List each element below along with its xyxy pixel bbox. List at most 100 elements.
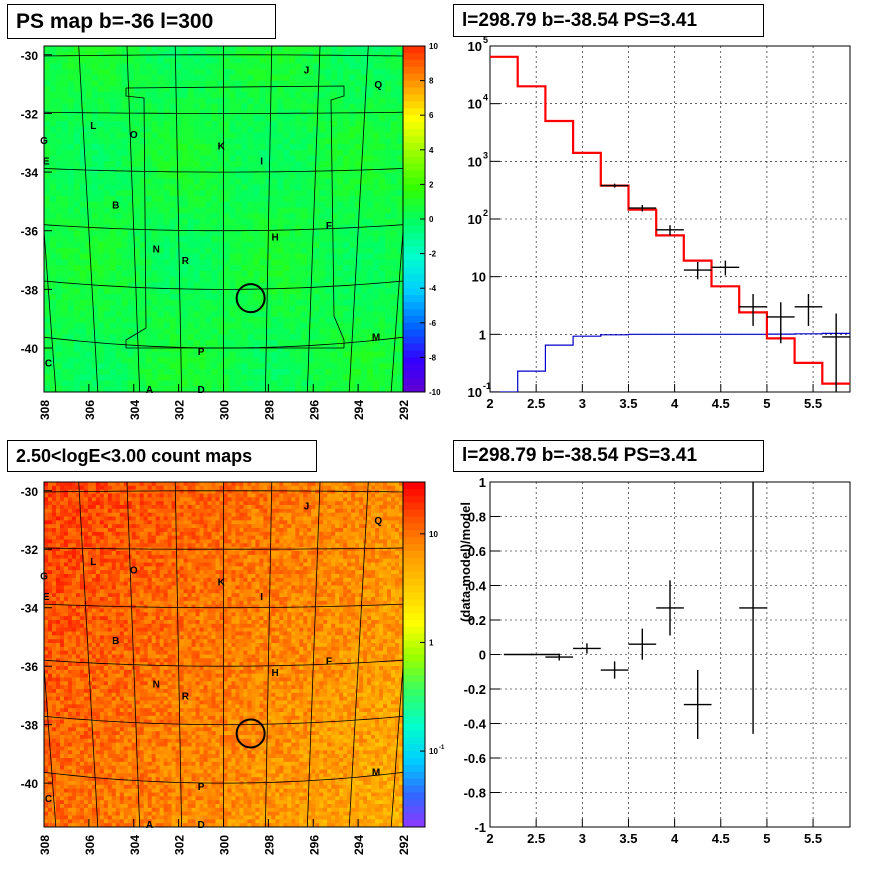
x-tick-label: 306 [83, 835, 97, 855]
x-tick-label: 308 [38, 400, 52, 420]
x-tick-label: 3.5 [619, 831, 637, 846]
x-tick-label: 306 [83, 400, 97, 420]
ps-map-pixels [44, 46, 403, 392]
count-map-title: 2.50<logE<3.00 count maps [7, 440, 317, 472]
colorbar-tick-label: 8 [429, 77, 434, 86]
x-tick-label: 5 [763, 831, 770, 846]
source-label-G: G [40, 136, 48, 147]
longitude-line [0, 482, 14, 827]
x-tick-label: 4.5 [712, 396, 730, 411]
y-tick-label: -32 [21, 543, 39, 557]
y-tick-label: 1 [479, 475, 486, 490]
y-axis-label: (data-model)/model [458, 502, 473, 622]
y-tick-label: -30 [21, 49, 39, 63]
x-tick-label: 2 [486, 396, 493, 411]
x-tick-label: 298 [262, 400, 276, 420]
source-label-G: G [40, 572, 48, 583]
source-label-F: F [326, 656, 332, 667]
x-tick-label: 296 [307, 400, 321, 420]
x-tick-label: 292 [397, 835, 411, 855]
colorbar-tick-label: 6 [429, 111, 434, 120]
y-tick-label: 10 [468, 385, 482, 400]
x-tick-label: 2.5 [527, 831, 545, 846]
colorbar-tick-label: 10 [429, 747, 438, 756]
longitude-line [78, 482, 99, 827]
source-label-E: E [43, 592, 50, 603]
y-tick-label: -0.8 [464, 786, 486, 801]
x-tick-label: 5 [763, 396, 770, 411]
x-tick-label: 308 [38, 835, 52, 855]
colorbar-tick-exponent: -1 [439, 745, 445, 751]
y-tick-label: 0.6 [468, 544, 486, 559]
source-label-Q: Q [374, 516, 382, 527]
source-label-O: O [130, 130, 138, 141]
y-tick-label: -0.2 [464, 682, 486, 697]
colorbar-tick-label: 4 [429, 146, 434, 155]
x-tick-label: 4 [671, 831, 679, 846]
source-label-A: A [146, 385, 153, 396]
y-tick-label: 10 [472, 270, 486, 285]
y-tick-label: -1 [474, 820, 486, 835]
longitude-line [390, 660, 403, 827]
y-tick-label: 1 [479, 327, 486, 342]
colorbar-frame [402, 481, 426, 828]
colorbar-tick-label: -8 [429, 353, 437, 362]
y-tick-label: -0.4 [464, 717, 487, 732]
y-tick-exponent: 2 [483, 208, 488, 218]
y-tick-label: -38 [21, 719, 39, 733]
longitude-line [348, 46, 369, 392]
colorbar-tick-label: -2 [429, 250, 437, 259]
longitude-line [174, 46, 182, 392]
longitude-line [348, 482, 369, 827]
x-tick-label: 302 [173, 835, 187, 855]
longitude-line [265, 482, 273, 827]
y-tick-exponent: -1 [483, 381, 491, 391]
longitude-line [174, 482, 182, 827]
source-label-B: B [112, 200, 119, 211]
source-label-L: L [90, 121, 96, 132]
y-tick-label: -36 [21, 225, 39, 239]
source-label-C: C [45, 794, 52, 805]
x-tick-label: 296 [307, 835, 321, 855]
source-label-A: A [146, 820, 153, 831]
x-tick-label: 302 [173, 400, 187, 420]
source-label-C: C [45, 359, 52, 370]
source-label-J: J [304, 501, 310, 512]
map-top-title: PS map b=-36 l=300 [7, 4, 276, 39]
source-label-F: F [326, 221, 332, 232]
longitude-line [265, 46, 273, 392]
x-tick-label: 3 [579, 396, 586, 411]
y-tick-label: -40 [21, 777, 39, 791]
y-tick-label: -40 [21, 342, 39, 356]
y-tick-exponent: 3 [483, 150, 488, 160]
source-label-R: R [182, 691, 190, 702]
x-tick-label: 3 [579, 831, 586, 846]
target-circle [235, 283, 266, 314]
colorbar-tick-label: -4 [429, 284, 437, 293]
longitude-line [433, 46, 465, 392]
longitude-line [126, 482, 141, 827]
source-label-H: H [271, 668, 278, 679]
x-tick-label: 4 [671, 396, 679, 411]
spectrum-title: l=298.79 b=-38.54 PS=3.41 [453, 4, 764, 37]
y-tick-label: -36 [21, 660, 39, 674]
target-circle [235, 718, 266, 749]
y-tick-label: -0.6 [464, 751, 486, 766]
x-tick-label: 304 [128, 835, 142, 855]
ps-graticule [44, 46, 465, 392]
model-histogram [490, 55, 850, 385]
source-label-M: M [372, 332, 380, 343]
y-tick-label: 10 [468, 154, 482, 169]
colorbar-tick-label: -10 [429, 388, 441, 397]
ps-colorbar [403, 46, 425, 393]
longitude-line [126, 46, 141, 392]
model-histogram-group [490, 55, 850, 385]
y-tick-label: 10 [468, 212, 482, 227]
x-tick-label: 3.5 [619, 396, 637, 411]
longitude-line [306, 482, 321, 827]
source-label-B: B [112, 636, 119, 647]
source-label-J: J [304, 65, 310, 76]
x-tick-label: 298 [262, 835, 276, 855]
spectrum-grid [489, 45, 850, 393]
